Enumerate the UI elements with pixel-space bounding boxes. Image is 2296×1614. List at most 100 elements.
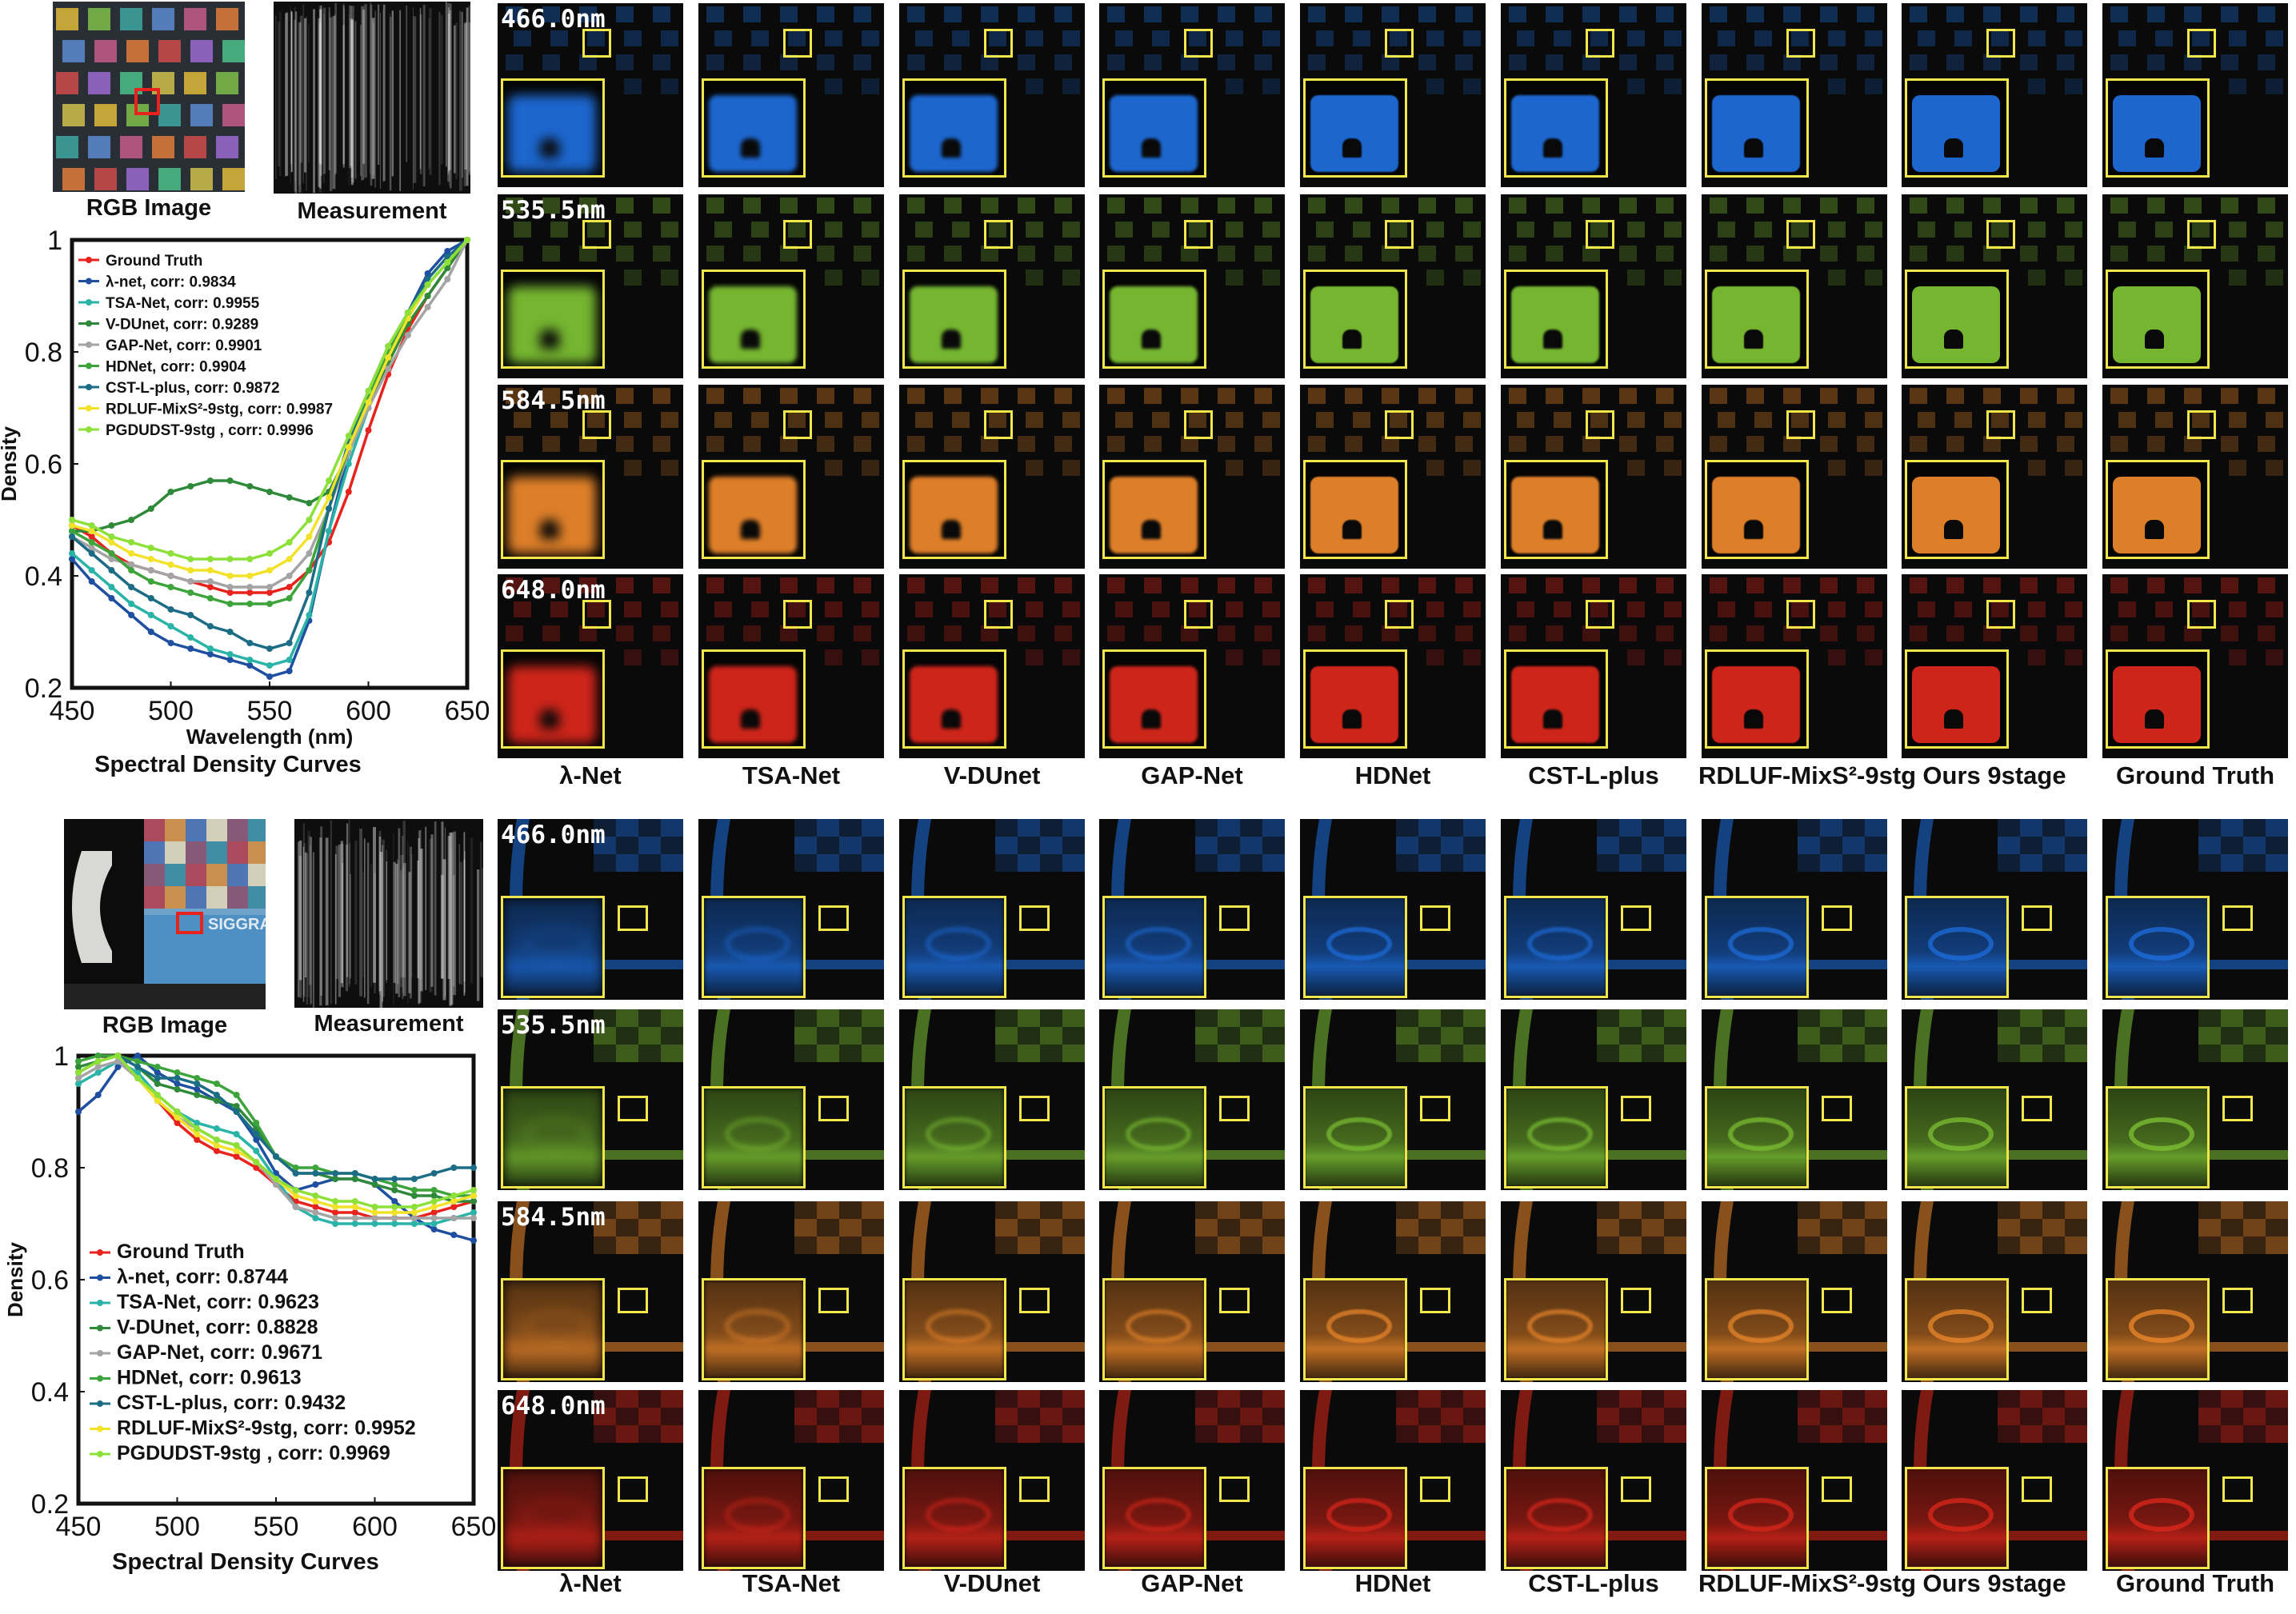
scene-block [2042,1425,2065,1443]
scene-block [862,30,879,46]
scene-block [2065,460,2082,476]
series-point [128,567,135,573]
zoomed-object [1110,286,1198,363]
series-point [430,1215,438,1221]
scene-block [1664,601,1682,617]
reconstruction-tile: 466.0nm [498,819,683,1000]
scene-block [1820,6,1838,22]
zoomed-object [905,1280,1004,1378]
series-point [154,1097,161,1104]
scene-block [706,625,724,641]
scene-block [624,270,642,286]
series-point [167,489,174,495]
series-point [206,623,214,629]
series-point [194,1092,201,1098]
scene-block [1946,436,1964,452]
zoomed-object [2108,898,2207,996]
reconstruction-tile [1902,574,2087,758]
scene-block [1195,1201,1218,1219]
zoom-region-box [1420,1096,1450,1121]
zoomed-logo-mark [1326,1117,1392,1151]
measurement-streak [326,837,329,1005]
scene-block [862,222,879,238]
series-point [108,595,115,601]
measurement-streak [361,6,365,181]
series-point [233,1109,240,1115]
series-point [233,1103,240,1109]
scene-block [1798,1009,1820,1027]
scene-block [1308,577,1326,593]
zoom-inset [1504,460,1608,559]
series-point [246,573,254,579]
zoomed-object [1105,898,1204,996]
measurement-streak [351,6,354,183]
reconstruction-tile [899,3,1085,187]
scene-block [2020,1219,2042,1236]
scene-block [1152,412,1170,428]
scene-block [1308,388,1326,404]
series-point [444,259,451,266]
scene-block [862,601,879,617]
reconstruction-tile: 535.5nm [498,1009,683,1190]
measurement-streak [442,859,446,1001]
measurement-streak [402,863,406,997]
series-point [266,601,273,607]
cube-notch [1543,520,1562,539]
scene-block [1345,246,1362,262]
series-point [94,1053,102,1059]
mug-rim-band [1195,1150,1285,1160]
reconstruction-tile [899,574,1085,758]
series-point [430,1170,438,1177]
scene-block [1463,30,1481,46]
measurement-streak [461,12,463,178]
series-point [332,1198,339,1205]
series-point [450,1198,458,1205]
series-point [326,505,333,512]
scene-block [1308,625,1326,641]
scene-block [661,819,683,837]
scene-block [1144,436,1162,452]
scene-block [1195,854,1218,872]
series-point [69,517,75,523]
scene-block [1546,6,1563,22]
scene-block [1820,198,1838,214]
scene-block [514,601,531,617]
scene-block [594,1009,616,1027]
mug-rim-band [1798,960,1887,969]
zoomed-object [508,95,596,172]
scene-block [2020,6,2038,22]
zoom-inset [1705,896,1809,998]
scene-block [743,54,761,70]
series-point [470,1215,477,1221]
scene-block [1226,460,1243,476]
scene-block [862,1408,884,1425]
scene-block [1262,270,1280,286]
scene-block [1054,198,1072,214]
mug-pattern-cell [206,886,227,909]
scene-block [1144,577,1162,593]
zoom-inset [1705,460,1809,559]
scene-block [1791,222,1809,238]
series-point [167,561,174,568]
scene-block [661,649,678,665]
series-point [450,1215,458,1221]
x-tick-label: 650 [451,1512,496,1542]
mug-pattern-cell [186,886,206,909]
scene-block [2221,1009,2243,1027]
scene-block [2184,625,2202,641]
reconstruction-tile [1099,1201,1285,1382]
measurement-streak [290,10,292,165]
reconstruction-tile [2102,819,2288,1000]
measurement-streak [463,23,467,186]
scene-block [1441,1408,1463,1425]
scene-block [839,1408,862,1425]
measurement-streak [294,11,298,194]
series-point [312,1209,319,1216]
scene-block [2221,54,2238,70]
series-point [345,461,352,467]
measurement-streak [335,845,339,980]
scene-block [1910,436,1927,452]
series-point [266,567,273,573]
measurement-streak [342,3,345,164]
scene-block [1218,1045,1240,1062]
